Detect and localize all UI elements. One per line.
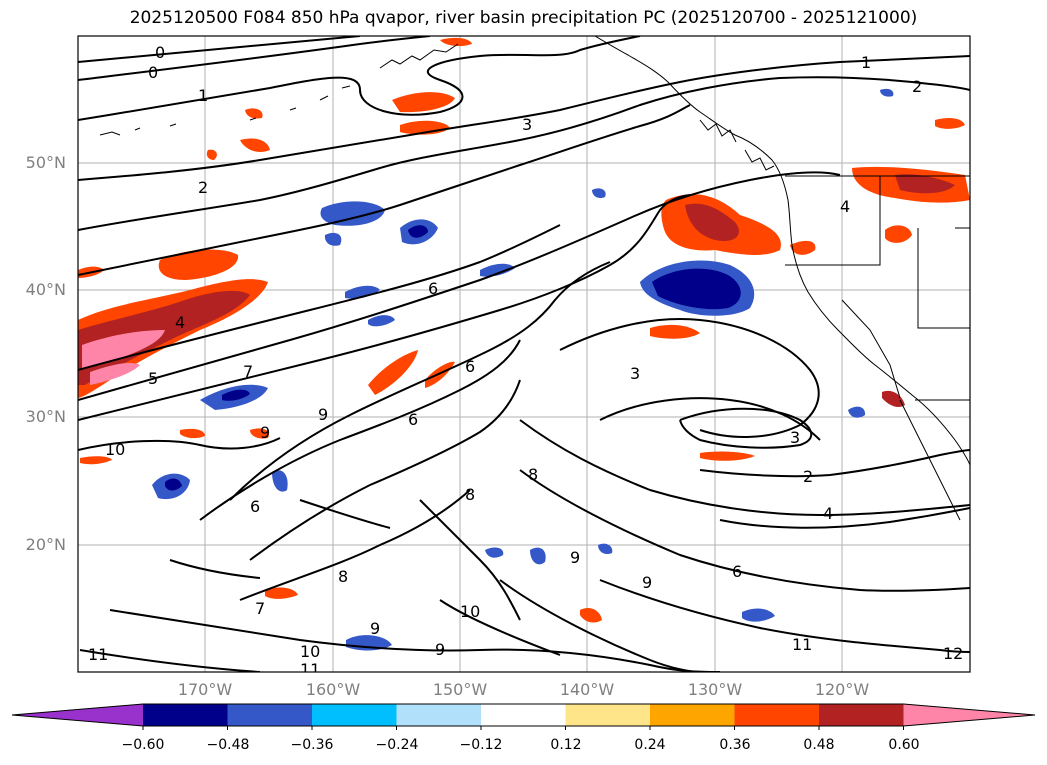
colorbar-extend-right (903, 704, 1035, 726)
colorbar-segment (650, 704, 735, 726)
colorbar-tick-label: −0.36 (290, 737, 334, 753)
contour-label: 5 (148, 369, 158, 388)
contour-label: 4 (823, 504, 833, 523)
map-title: 2025120500 F084 850 hPa qvapor, river ba… (129, 8, 918, 28)
lon-label: 140°W (559, 680, 615, 699)
contour-label: 10 (460, 602, 480, 621)
qvapor-contours (78, 36, 970, 672)
colorbar-tick-label: −0.12 (459, 737, 503, 753)
colorbar-tick-label: −0.60 (121, 737, 165, 753)
lon-label: 150°W (432, 680, 488, 699)
contour-label: 3 (790, 428, 800, 447)
colorbar-segment (819, 704, 904, 726)
colorbar-extend-left (12, 704, 143, 726)
contour-label: 4 (840, 197, 850, 216)
colorbar-tick-label: 0.12 (550, 737, 582, 753)
colorbar-tick-label: 0.60 (888, 737, 920, 753)
contour-label: 9 (260, 423, 270, 442)
contour-label: 8 (528, 465, 538, 484)
coastline-borders (99, 36, 970, 521)
lat-label: 50°N (25, 153, 66, 172)
colorbar-tick-label: −0.24 (375, 737, 419, 753)
colorbar-tick-label: 0.48 (803, 737, 835, 753)
contour-label: 2 (198, 178, 208, 197)
colorbar-segment (565, 704, 651, 726)
contour-label: 9 (570, 548, 580, 567)
contour-label: 9 (318, 405, 328, 424)
contour-label: 6 (408, 410, 418, 429)
contour-label: 6 (428, 279, 438, 298)
lon-label: 120°W (814, 680, 870, 699)
contour-label: 10 (105, 440, 125, 459)
contour-label: 2 (803, 467, 813, 486)
contour-label: 12 (943, 644, 963, 663)
contour-label: 9 (435, 640, 445, 659)
contour-label: 0 (148, 63, 158, 82)
contour-label: 4 (175, 313, 185, 332)
colorbar-segment (396, 704, 482, 726)
negative-anomaly-shading (152, 88, 894, 651)
plot-frame (77, 35, 971, 673)
lon-label: 170°W (177, 680, 233, 699)
contour-label: 11 (792, 635, 812, 654)
contour-label: 0 (155, 43, 165, 62)
lon-label: 130°W (687, 680, 743, 699)
contour-label: 11 (300, 660, 320, 679)
contour-label: 6 (465, 357, 475, 376)
colorbar-tick-label: 0.24 (634, 737, 666, 753)
plot-background (78, 36, 970, 672)
contour-label: 9 (370, 619, 380, 638)
contour-label: 2 (912, 77, 922, 96)
colorbar-segment (227, 704, 313, 726)
colorbar (11, 703, 1036, 730)
lat-label: 30°N (25, 407, 66, 426)
contour-label: 7 (243, 362, 253, 381)
contour-label: 3 (630, 364, 640, 383)
contour-label: 6 (250, 497, 260, 516)
contour-label: 11 (88, 645, 108, 664)
contour-label: 1 (198, 86, 208, 105)
contour-label: 1 (861, 53, 871, 72)
contour-label: 8 (338, 567, 348, 586)
contour-label: 9 (642, 573, 652, 592)
contour-label: 6 (732, 562, 742, 581)
colorbar-tick-label: −0.48 (206, 737, 250, 753)
contour-label: 7 (255, 599, 265, 618)
contour-label: 10 (300, 642, 320, 661)
contour-labels: 0 0 1 2 3 6 7 4 5 10 9 9 6 6 8 6 7 8 9 1… (88, 43, 963, 679)
contour-label: 3 (522, 115, 532, 134)
colorbar-segment (312, 704, 397, 726)
contour-label: 8 (465, 485, 475, 504)
colorbar-segment (734, 704, 820, 726)
colorbar-segment (481, 704, 566, 726)
colorbar-segment (143, 704, 228, 726)
colorbar-tick-label: 0.36 (719, 737, 751, 753)
lat-label: 40°N (25, 280, 66, 299)
lon-label: 160°W (305, 680, 361, 699)
lat-label: 20°N (25, 535, 66, 554)
